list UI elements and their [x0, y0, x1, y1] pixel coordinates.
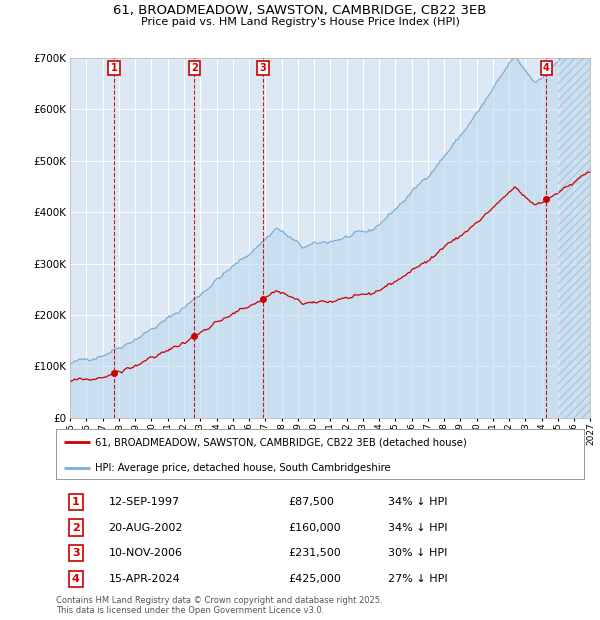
Text: 4: 4	[72, 574, 80, 583]
Text: Contains HM Land Registry data © Crown copyright and database right 2025.: Contains HM Land Registry data © Crown c…	[56, 596, 382, 606]
Text: 61, BROADMEADOW, SAWSTON, CAMBRIDGE, CB22 3EB (detached house): 61, BROADMEADOW, SAWSTON, CAMBRIDGE, CB2…	[95, 438, 467, 448]
Text: 1: 1	[72, 497, 80, 507]
Text: 2: 2	[191, 63, 198, 73]
Text: 3: 3	[260, 63, 266, 73]
Text: 27% ↓ HPI: 27% ↓ HPI	[388, 574, 448, 583]
Bar	[558, 58, 590, 418]
Text: £425,000: £425,000	[288, 574, 341, 583]
Text: 34% ↓ HPI: 34% ↓ HPI	[388, 523, 448, 533]
Text: 20-AUG-2002: 20-AUG-2002	[109, 523, 183, 533]
Text: £87,500: £87,500	[288, 497, 334, 507]
Text: 3: 3	[72, 548, 80, 558]
Text: Price paid vs. HM Land Registry's House Price Index (HPI): Price paid vs. HM Land Registry's House …	[140, 17, 460, 27]
Text: 12-SEP-1997: 12-SEP-1997	[109, 497, 180, 507]
Text: £231,500: £231,500	[288, 548, 341, 558]
Bar	[558, 58, 590, 418]
Text: 1: 1	[111, 63, 118, 73]
Text: 10-NOV-2006: 10-NOV-2006	[109, 548, 182, 558]
Text: 4: 4	[543, 63, 550, 73]
Text: 2: 2	[72, 523, 80, 533]
Text: 30% ↓ HPI: 30% ↓ HPI	[388, 548, 448, 558]
Text: 61, BROADMEADOW, SAWSTON, CAMBRIDGE, CB22 3EB: 61, BROADMEADOW, SAWSTON, CAMBRIDGE, CB2…	[113, 4, 487, 17]
Text: 15-APR-2024: 15-APR-2024	[109, 574, 181, 583]
Text: 34% ↓ HPI: 34% ↓ HPI	[388, 497, 448, 507]
Text: This data is licensed under the Open Government Licence v3.0.: This data is licensed under the Open Gov…	[56, 606, 324, 616]
Text: £160,000: £160,000	[288, 523, 341, 533]
Text: HPI: Average price, detached house, South Cambridgeshire: HPI: Average price, detached house, Sout…	[95, 463, 391, 472]
